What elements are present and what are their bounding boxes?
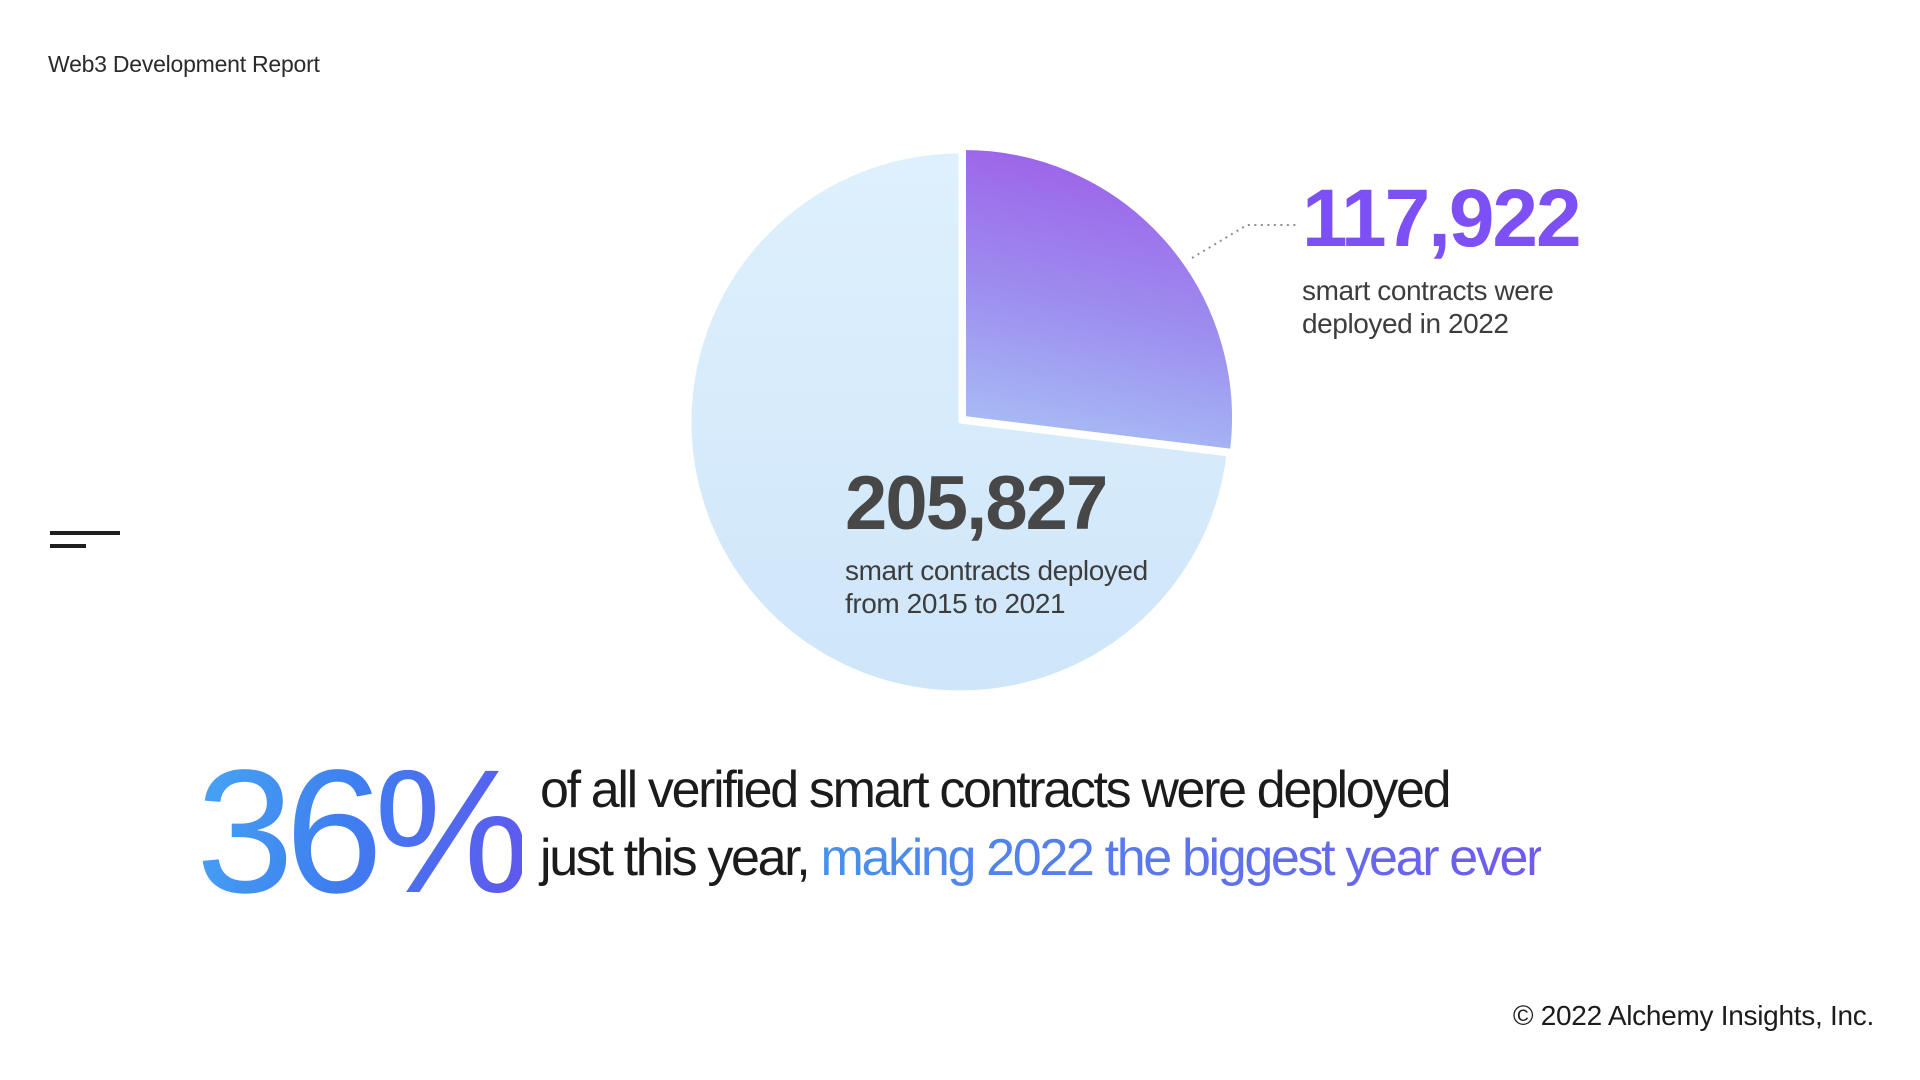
brand-mark (50, 531, 120, 548)
value-2015-2021: 205,827 (845, 461, 1108, 546)
brand-mark-line-long (50, 531, 120, 535)
label-2015-2021: 205,827 smart contracts deployed from 20… (845, 466, 1148, 620)
caption-2022: smart contracts were deployed in 2022 (1302, 274, 1580, 340)
pie-slice-2015-2021 (688, 150, 1230, 694)
statement-line2-highlight: making 2022 the biggest year ever (820, 829, 1543, 887)
caption-2015-2021-line1: smart contracts deployed (845, 555, 1148, 586)
caption-2015-2021: smart contracts deployed from 2015 to 20… (845, 554, 1148, 620)
report-title: Web3 Development Report (48, 51, 320, 77)
stat-percentage: 36% (196, 734, 531, 930)
caption-2022-line2: deployed in 2022 (1302, 308, 1509, 340)
label-2022: 117,922 smart contracts were deployed in… (1302, 173, 1582, 340)
copyright-notice: © 2022 Alchemy Insights, Inc. (1512, 1000, 1874, 1031)
pie-slice-2022 (962, 146, 1236, 453)
statement-line2-plain: just this year, (540, 829, 821, 887)
pie-chart (688, 146, 1298, 694)
callout-leader-line (1191, 224, 1298, 259)
statement-line1: of all verified smart contracts were dep… (540, 761, 1452, 819)
value-2022: 117,922 (1302, 173, 1582, 264)
caption-2022-line1: smart contracts were (1302, 275, 1554, 306)
brand-mark-line-short (50, 544, 86, 548)
statement-text: of all verified smart contracts were dep… (540, 756, 1543, 892)
caption-2015-2021-line2: from 2015 to 2021 (845, 588, 1066, 620)
